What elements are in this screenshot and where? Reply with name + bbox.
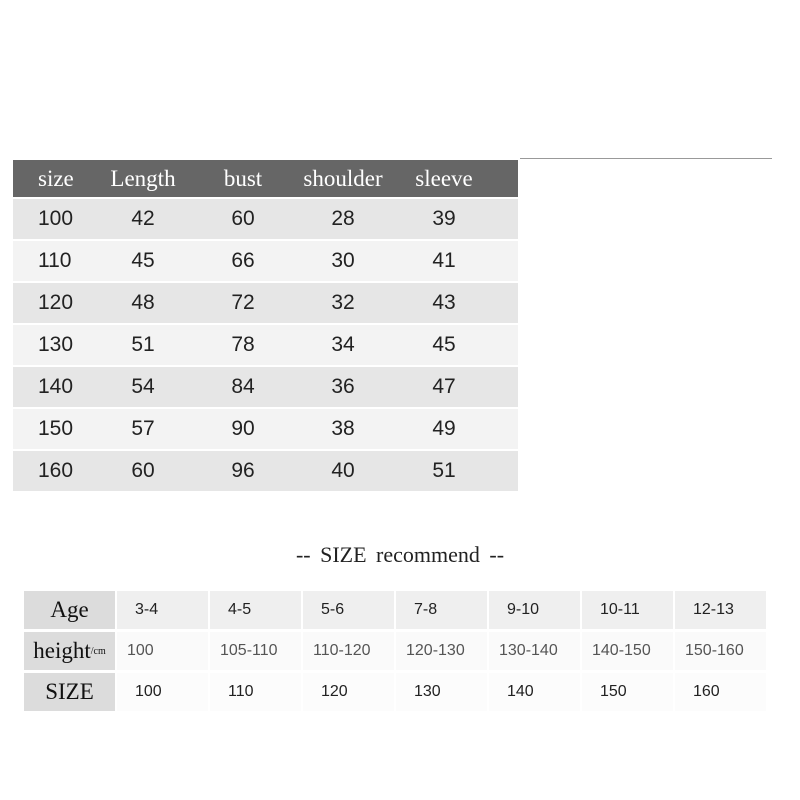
table-cell: 36 — [331, 375, 355, 398]
recommend-cell: 150-160 — [675, 632, 766, 670]
row-label-text: Age — [50, 597, 89, 622]
recommend-cell: 7-8 — [396, 591, 487, 629]
table-cell: 30 — [331, 249, 355, 272]
table-cell: 39 — [432, 207, 456, 230]
table-cell: 84 — [231, 375, 255, 398]
table-cell: 28 — [331, 207, 355, 230]
table-row: 120 48 72 32 43 — [13, 283, 518, 323]
table-cell: 110 — [38, 249, 72, 272]
recommend-cell: 160 — [675, 673, 766, 711]
column-header: sleeve — [415, 165, 473, 191]
table-cell: 45 — [432, 333, 456, 356]
recommend-cell: 105-110 — [210, 632, 301, 670]
column-header: size — [38, 165, 74, 191]
table-row: 130 51 78 34 45 — [13, 325, 518, 365]
table-cell: 78 — [231, 333, 255, 356]
table-cell: 160 — [38, 459, 74, 482]
section-title: -- SIZE recommend -- — [295, 542, 505, 567]
recommend-cell: 3-4 — [117, 591, 208, 629]
recommend-cell: 110 — [210, 673, 301, 711]
table-cell: 100 — [38, 207, 74, 230]
row-label-text: SIZE — [45, 679, 94, 704]
table-cell: 40 — [331, 459, 355, 482]
table-row: 160 60 96 40 51 — [13, 451, 518, 491]
table-row: 150 57 90 38 49 — [13, 409, 518, 449]
recommend-cell: 5-6 — [303, 591, 394, 629]
table-cell: 47 — [432, 375, 456, 398]
table-cell: 49 — [432, 417, 456, 440]
table-cell: 60 — [231, 207, 255, 230]
table-cell: 130 — [38, 333, 74, 356]
table-row: 110 45 66 30 41 — [13, 241, 518, 281]
table-cell: 42 — [131, 207, 155, 230]
recommend-cell: 140 — [489, 673, 580, 711]
table-header: size Length bust shoulder sleeve — [13, 160, 518, 197]
recommend-row-height: height/cm 100 105-110 110-120 120-130 130-140… — [24, 632, 772, 670]
row-label: SIZE — [24, 673, 115, 711]
row-label-text: height — [33, 638, 91, 663]
recommend-cell: 10-11 — [582, 591, 673, 629]
unit-label: /cm — [90, 645, 106, 657]
row-label: height/cm — [24, 632, 115, 670]
table-cell: 32 — [331, 291, 355, 314]
table-cell: 120 — [38, 291, 74, 314]
table-cell: 38 — [331, 417, 355, 440]
recommend-cell: 100 — [117, 632, 208, 670]
table-cell: 54 — [131, 375, 155, 398]
recommend-cell: 130 — [396, 673, 487, 711]
table-cell: 41 — [432, 249, 456, 272]
size-recommend-table: Age 3-4 4-5 5-6 7-8 9-10 10-11 12-13 height/cm 10… — [24, 591, 772, 714]
table-cell: 48 — [131, 291, 155, 314]
table-cell: 34 — [331, 333, 355, 356]
table-cell: 66 — [231, 249, 255, 272]
table-cell: 57 — [131, 417, 155, 440]
recommend-cell: 4-5 — [210, 591, 301, 629]
table-row: 140 54 84 36 47 — [13, 367, 518, 407]
table-cell: 72 — [231, 291, 255, 314]
table-cell: 43 — [432, 291, 456, 314]
table-cell: 150 — [38, 417, 74, 440]
table-cell: 60 — [131, 459, 155, 482]
size-chart-table: size Length bust shoulder sleeve 100 42 60 28 39… — [13, 160, 518, 491]
table-cell: 45 — [131, 249, 155, 272]
table-cell: 51 — [432, 459, 456, 482]
recommend-cell: 120 — [303, 673, 394, 711]
table-row: 100 42 60 28 39 — [13, 199, 518, 239]
table-cell: 90 — [231, 417, 255, 440]
recommend-cell: 140-150 — [582, 632, 673, 670]
table-cell: 51 — [131, 333, 155, 356]
recommend-cell: 150 — [582, 673, 673, 711]
column-header: shoulder — [303, 165, 383, 191]
column-header: Length — [110, 165, 176, 191]
recommend-cell: 110-120 — [303, 632, 394, 670]
recommend-cell: 120-130 — [396, 632, 487, 670]
recommend-cell: 100 — [117, 673, 208, 711]
recommend-row-age: Age 3-4 4-5 5-6 7-8 9-10 10-11 12-13 — [24, 591, 772, 629]
table-cell: 96 — [231, 459, 255, 482]
recommend-cell: 130-140 — [489, 632, 580, 670]
table-cell: 140 — [38, 375, 74, 398]
recommend-cell: 9-10 — [489, 591, 580, 629]
recommend-row-size: SIZE 100 110 120 130 140 150 160 — [24, 673, 772, 711]
divider — [520, 158, 772, 159]
column-header: bust — [223, 165, 263, 191]
recommend-cell: 12-13 — [675, 591, 766, 629]
row-label: Age — [24, 591, 115, 629]
